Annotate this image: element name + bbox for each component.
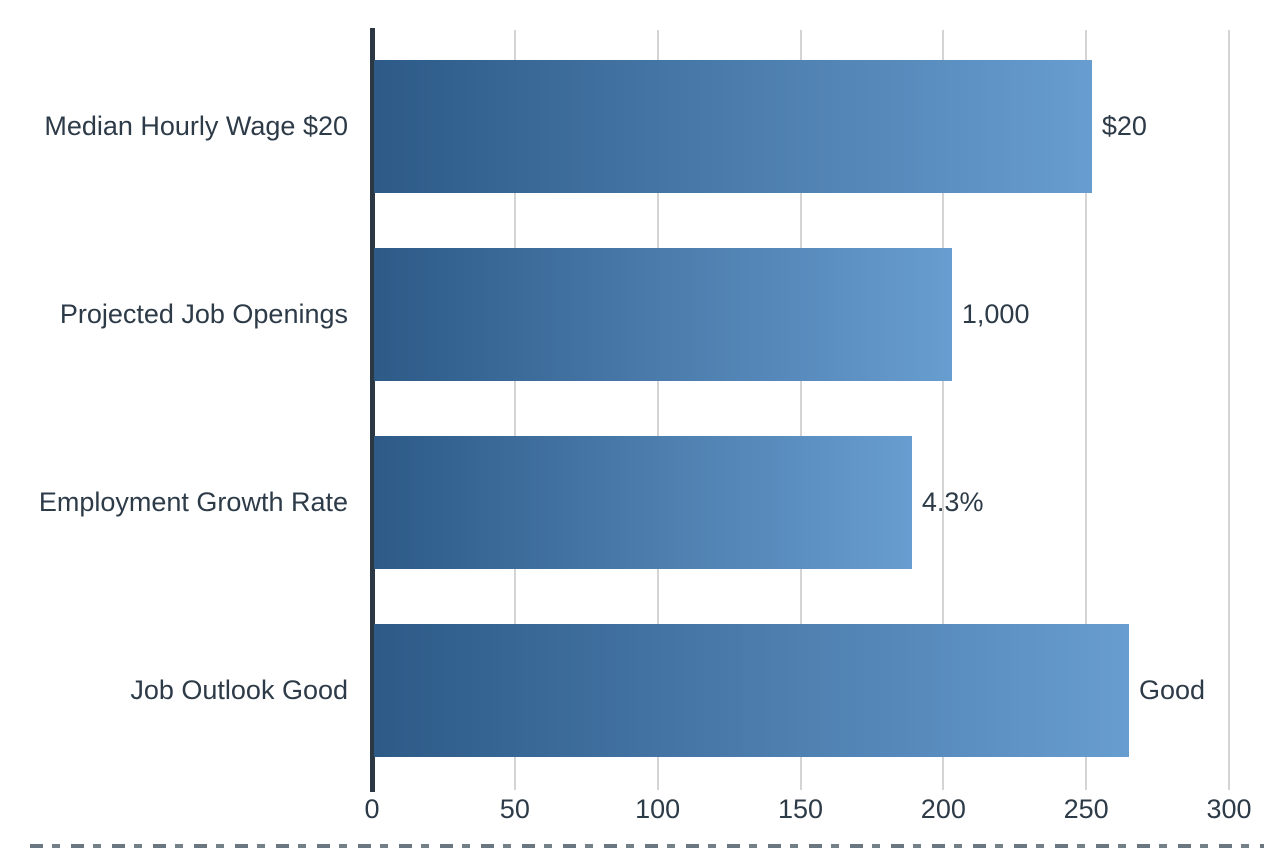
value-label: Good (1139, 675, 1206, 705)
x-tick-label-300: 300 (1206, 794, 1252, 824)
x-tick-label-200: 200 (920, 794, 966, 824)
x-tick-label-250: 250 (1063, 794, 1109, 824)
gridline-x-250 (1085, 30, 1088, 790)
category-label: Median Hourly Wage $20 (44, 111, 348, 141)
category-label: Job Outlook Good (130, 675, 348, 705)
y-axis-line (370, 28, 375, 792)
bar-row-1 (374, 248, 952, 381)
value-label: 1,000 (961, 299, 1030, 329)
category-label: Employment Growth Rate (38, 487, 348, 517)
gridline-x-50 (513, 30, 516, 790)
bar-row-3 (374, 624, 1130, 757)
cutoff-text-artifact (30, 844, 1264, 848)
gridline-x-200 (942, 30, 945, 790)
bar-row-0 (374, 60, 1092, 193)
gridline-x-150 (799, 30, 802, 790)
x-tick-label-50: 50 (499, 794, 530, 824)
gridline-x-300 (1228, 30, 1230, 790)
x-tick-label-150: 150 (777, 794, 824, 824)
bar-row-2 (374, 436, 912, 569)
x-tick-label-0: 0 (364, 794, 380, 824)
value-label: $20 (1101, 111, 1147, 141)
x-tick-label-100: 100 (635, 794, 681, 824)
category-label: Projected Job Openings (59, 299, 348, 329)
gridline-x-100 (656, 30, 659, 790)
value-label: 4.3% (921, 487, 984, 517)
